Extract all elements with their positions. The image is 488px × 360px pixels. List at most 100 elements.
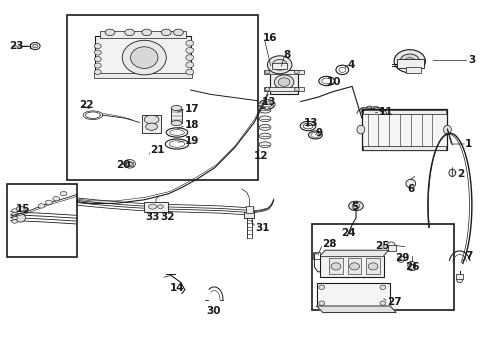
Bar xyxy=(362,146,446,150)
Ellipse shape xyxy=(12,220,18,223)
Text: 31: 31 xyxy=(255,222,269,233)
Bar xyxy=(125,162,133,166)
Ellipse shape xyxy=(258,103,262,106)
Ellipse shape xyxy=(456,278,462,283)
Ellipse shape xyxy=(351,203,359,208)
Ellipse shape xyxy=(94,57,101,62)
Bar xyxy=(347,258,361,274)
Text: 22: 22 xyxy=(79,100,94,110)
Ellipse shape xyxy=(12,209,18,212)
Ellipse shape xyxy=(12,216,18,220)
Text: 29: 29 xyxy=(394,253,408,264)
Text: 15: 15 xyxy=(16,204,30,214)
Ellipse shape xyxy=(16,213,25,222)
Ellipse shape xyxy=(94,63,101,68)
Text: 3: 3 xyxy=(468,55,475,66)
Ellipse shape xyxy=(264,99,268,102)
Text: 14: 14 xyxy=(170,283,184,293)
Polygon shape xyxy=(316,306,395,312)
Ellipse shape xyxy=(126,162,132,166)
Text: 16: 16 xyxy=(263,33,277,43)
Ellipse shape xyxy=(45,200,52,204)
Ellipse shape xyxy=(272,59,286,70)
Text: 20: 20 xyxy=(116,160,131,170)
Ellipse shape xyxy=(349,263,359,270)
Ellipse shape xyxy=(393,50,425,73)
Polygon shape xyxy=(320,250,388,256)
Ellipse shape xyxy=(404,58,414,65)
Bar xyxy=(455,274,462,279)
Ellipse shape xyxy=(124,29,134,36)
Ellipse shape xyxy=(16,206,25,215)
Ellipse shape xyxy=(171,121,182,126)
Bar xyxy=(396,59,423,68)
Ellipse shape xyxy=(33,44,38,48)
Ellipse shape xyxy=(185,48,193,53)
Ellipse shape xyxy=(157,205,163,208)
Text: 12: 12 xyxy=(254,150,268,161)
Ellipse shape xyxy=(278,78,289,86)
Ellipse shape xyxy=(318,301,324,305)
Bar xyxy=(405,67,420,73)
Ellipse shape xyxy=(367,263,377,270)
Ellipse shape xyxy=(185,55,193,60)
Bar xyxy=(361,109,447,150)
Text: 2: 2 xyxy=(456,168,464,179)
Text: 1: 1 xyxy=(464,139,471,149)
Ellipse shape xyxy=(264,107,268,109)
Ellipse shape xyxy=(12,212,18,216)
Text: 13: 13 xyxy=(261,96,276,107)
Text: 33: 33 xyxy=(145,212,160,222)
Ellipse shape xyxy=(397,256,404,262)
Ellipse shape xyxy=(405,179,415,188)
Ellipse shape xyxy=(379,301,385,305)
Ellipse shape xyxy=(148,204,156,209)
Bar xyxy=(67,15,258,180)
Text: 30: 30 xyxy=(206,306,221,316)
Ellipse shape xyxy=(386,242,394,249)
Text: 17: 17 xyxy=(184,104,199,114)
Text: 28: 28 xyxy=(321,239,336,249)
Text: 25: 25 xyxy=(375,240,389,251)
Text: 5: 5 xyxy=(350,202,358,212)
Ellipse shape xyxy=(171,105,182,111)
Text: 9: 9 xyxy=(315,128,323,138)
Text: 24: 24 xyxy=(341,228,355,238)
Ellipse shape xyxy=(259,142,270,148)
Bar xyxy=(408,264,413,270)
Ellipse shape xyxy=(130,47,158,68)
Ellipse shape xyxy=(448,169,455,176)
Bar xyxy=(316,283,389,306)
Bar xyxy=(362,110,446,114)
Text: 23: 23 xyxy=(9,41,23,51)
Ellipse shape xyxy=(264,70,269,74)
Ellipse shape xyxy=(267,56,291,74)
Ellipse shape xyxy=(264,87,269,91)
Bar xyxy=(95,36,190,76)
Ellipse shape xyxy=(330,263,340,270)
Ellipse shape xyxy=(60,192,67,196)
Ellipse shape xyxy=(105,29,115,36)
Text: 26: 26 xyxy=(404,262,419,272)
Bar xyxy=(245,206,252,213)
Ellipse shape xyxy=(259,133,270,139)
Bar xyxy=(144,202,167,212)
Ellipse shape xyxy=(294,70,299,74)
Text: 18: 18 xyxy=(184,120,199,130)
Text: 32: 32 xyxy=(160,212,175,222)
Ellipse shape xyxy=(294,87,299,91)
Text: 4: 4 xyxy=(346,60,354,70)
Ellipse shape xyxy=(122,40,166,75)
Ellipse shape xyxy=(185,69,193,75)
Ellipse shape xyxy=(379,285,385,289)
Ellipse shape xyxy=(173,29,183,36)
Text: 11: 11 xyxy=(378,107,393,117)
Bar xyxy=(264,87,304,91)
Text: 10: 10 xyxy=(326,77,341,87)
Ellipse shape xyxy=(399,54,419,68)
Ellipse shape xyxy=(185,62,193,68)
Ellipse shape xyxy=(94,50,101,55)
Bar xyxy=(313,252,320,259)
Text: 27: 27 xyxy=(386,297,401,307)
Bar xyxy=(272,63,286,69)
